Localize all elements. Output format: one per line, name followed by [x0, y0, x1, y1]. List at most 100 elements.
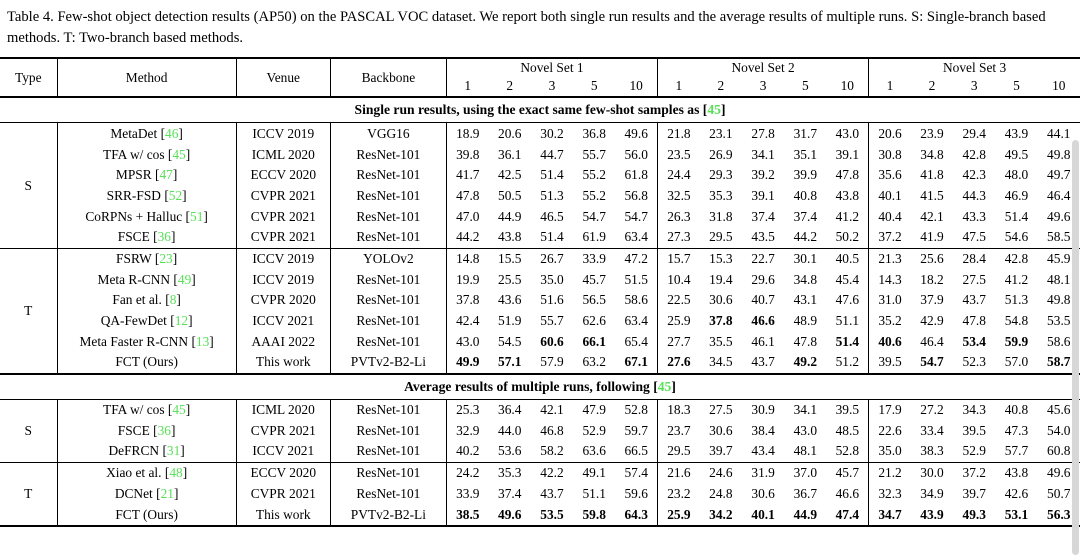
value-cell: 54.0 — [1047, 422, 1071, 438]
citation-ref: 49 — [177, 271, 192, 287]
venue-cell: ECCV 2020 — [236, 164, 331, 186]
value-cell: 21.8 — [657, 122, 700, 145]
value-cell: 29.5 — [709, 229, 733, 245]
value-cell: 47.4 — [835, 506, 860, 522]
value-cell: 38.3 — [920, 443, 944, 459]
value-cell: 34.8 — [920, 146, 944, 162]
table-row: DCNet [21] CVPR 2021 ResNet-101 33.9 37.4 43.… — [0, 483, 1080, 504]
value-cell: 32.9 — [456, 422, 480, 438]
table-row: FCT (Ours) This work PVTv2-B2-Li 38.5 49.6 53… — [0, 504, 1080, 526]
value-cell: 25.9 — [657, 310, 700, 332]
section-band: Average results of multiple runs, follow… — [0, 372, 1080, 400]
value-cell: 57.7 — [1004, 443, 1029, 459]
value-cell: 34.1 — [751, 146, 775, 162]
table-row: DeFRCN [31] ICCV 2021 ResNet-101 40.2 53.6 58… — [0, 440, 1080, 463]
value-cell: 35.3 — [709, 187, 733, 203]
value-cell: 53.4 — [962, 333, 986, 349]
value-cell: 46.6 — [751, 313, 775, 329]
venue-cell: CVPR 2021 — [236, 226, 331, 248]
value-cell: 47.8 — [962, 313, 986, 329]
method-cell: TFA w/ cos [45] — [57, 398, 237, 421]
value-cell: 34.2 — [709, 506, 733, 522]
citation-ref: 21 — [160, 485, 174, 501]
value-cell: 43.8 — [498, 229, 522, 245]
value-cell: 35.1 — [793, 146, 818, 162]
value-cell: 59.6 — [624, 485, 648, 501]
value-cell: 30.9 — [741, 398, 785, 421]
scrollbar-thumb[interactable] — [1072, 140, 1079, 555]
value-cell: 40.1 — [751, 506, 775, 522]
value-cell: 27.2 — [910, 398, 954, 421]
table-row: SRR-FSD [52] CVPR 2021 ResNet-101 47.8 50.5 5… — [0, 185, 1080, 207]
backbone-cell: ResNet-101 — [330, 185, 447, 207]
value-cell: 37.0 — [784, 461, 827, 484]
value-cell: 34.9 — [920, 485, 944, 501]
value-cell: 30.2 — [530, 122, 574, 145]
value-cell: 39.8 — [456, 146, 480, 162]
col-header-novel-set-3: Novel Set 3 — [868, 58, 1080, 78]
value-cell: 66.1 — [582, 333, 606, 349]
value-cell: 25.6 — [910, 247, 954, 270]
value-cell: 42.9 — [920, 313, 944, 329]
value-cell: 18.2 — [920, 271, 944, 287]
col-header-venue: Venue — [236, 58, 331, 99]
value-cell: 51.1 — [582, 485, 606, 501]
value-cell: 46.9 — [1004, 187, 1029, 203]
citation-ref: 45 — [707, 102, 721, 118]
value-cell: 46.5 — [540, 208, 564, 224]
value-cell: 42.6 — [1004, 485, 1029, 501]
value-cell: 49.2 — [793, 354, 818, 370]
table-row: CoRPNs + Halluc [51] CVPR 2021 ResNet-101 4… — [0, 206, 1080, 227]
value-cell: 45.6 — [1037, 398, 1080, 421]
value-cell: 29.5 — [657, 440, 700, 463]
method-cell: FCT (Ours) — [57, 504, 237, 526]
value-cell: 49.6 — [498, 506, 522, 522]
value-cell: 45.9 — [1037, 247, 1080, 270]
col-header-shot: 10 — [615, 77, 658, 99]
value-cell: 42.2 — [530, 461, 574, 484]
table-row: Meta R-CNN [49] ICCV 2019 ResNet-101 19.9 25… — [0, 269, 1080, 290]
value-cell: 54.6 — [1004, 229, 1029, 245]
table-row: S TFA w/ cos [45] ICML 2020 ResNet-101 25.3 3… — [0, 398, 1080, 463]
value-cell: 56.8 — [624, 187, 648, 203]
value-cell: 41.7 — [456, 167, 480, 183]
value-cell: 44.1 — [1037, 122, 1080, 145]
value-cell: 26.7 — [530, 247, 574, 270]
backbone-cell: PVTv2-B2-Li — [330, 504, 447, 526]
value-cell: 37.4 — [498, 485, 522, 501]
table-body: Single run results, using the exact same… — [0, 97, 1080, 526]
venue-cell: ICCV 2021 — [236, 310, 331, 332]
value-cell: 44.7 — [540, 146, 564, 162]
venue-cell: This work — [236, 351, 331, 374]
value-cell: 49.6 — [615, 122, 658, 145]
value-cell: 10.4 — [657, 269, 700, 290]
backbone-cell: ResNet-101 — [330, 420, 447, 441]
value-cell: 31.9 — [741, 461, 785, 484]
value-cell: 31.8 — [709, 208, 733, 224]
venue-cell: ICCV 2019 — [236, 269, 331, 290]
col-header-shot: 5 — [995, 77, 1038, 99]
value-cell: 34.7 — [868, 504, 911, 526]
value-cell: 24.2 — [446, 461, 489, 484]
value-cell: 40.8 — [995, 398, 1038, 421]
venue-cell: ICCV 2021 — [236, 440, 331, 463]
value-cell: 47.6 — [835, 292, 860, 308]
value-cell: 43.0 — [793, 422, 818, 438]
value-cell: 49.5 — [1004, 146, 1029, 162]
venue-cell: ICML 2020 — [236, 398, 331, 421]
backbone-cell: ResNet-101 — [330, 483, 447, 504]
method-cell: QA-FewDet [12] — [57, 310, 237, 332]
value-cell: 43.0 — [456, 333, 480, 349]
value-cell: 23.9 — [910, 122, 954, 145]
value-cell: 46.6 — [835, 485, 860, 501]
value-cell: 35.6 — [868, 164, 911, 186]
backbone-cell: YOLOv2 — [330, 247, 447, 270]
citation-ref: 45 — [657, 378, 672, 394]
value-cell: 53.1 — [1004, 506, 1029, 522]
value-cell: 51.4 — [540, 229, 564, 245]
value-cell: 43.1 — [793, 292, 818, 308]
value-cell: 24.4 — [657, 164, 700, 186]
value-cell: 34.1 — [784, 398, 827, 421]
method-cell: DCNet [21] — [57, 483, 237, 504]
col-header-type: Type — [0, 58, 58, 99]
